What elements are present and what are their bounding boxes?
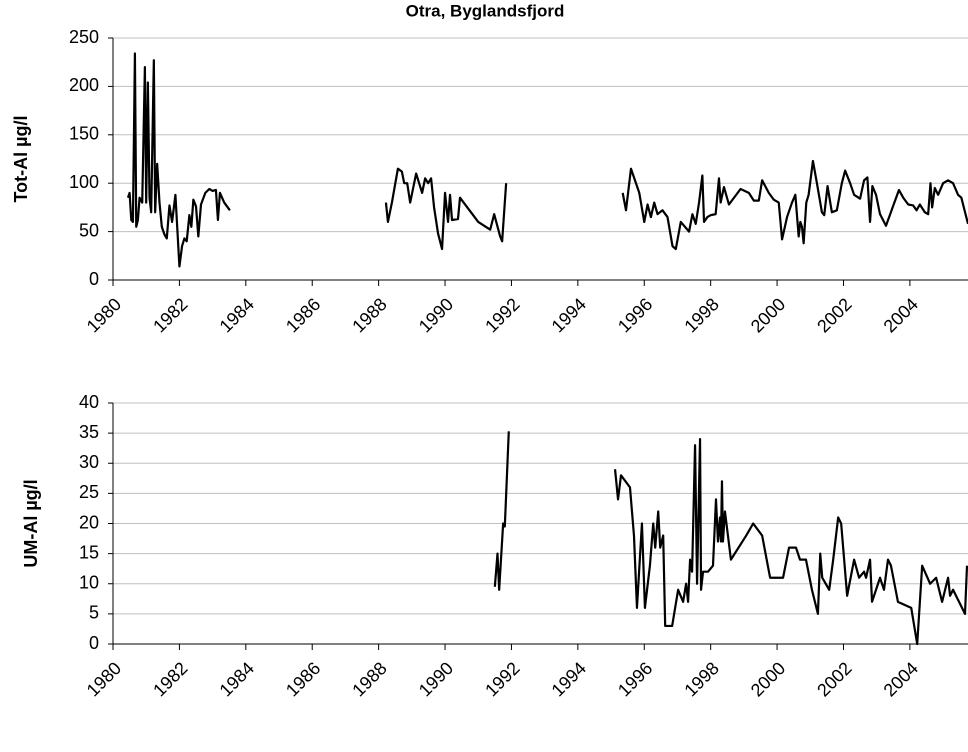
x-tick-label: 1992 (481, 658, 523, 700)
y-tick-label: 150 (69, 124, 99, 144)
x-tick-label: 1982 (149, 294, 191, 336)
y-axis-title: UM-Al µg/l (21, 479, 41, 567)
x-tick-label: 1980 (83, 658, 125, 700)
x-tick-label: 1994 (548, 658, 590, 700)
chart-title: Otra, Byglandsfjord (406, 1, 565, 20)
y-tick-label: 15 (79, 542, 99, 562)
x-tick-label: 1990 (415, 294, 457, 336)
x-tick-label: 1990 (415, 658, 457, 700)
x-tick-label: 1988 (348, 658, 390, 700)
x-tick-label: 2000 (747, 658, 789, 700)
y-tick-label: 40 (79, 392, 99, 412)
y-tick-label: 250 (69, 27, 99, 47)
y-tick-label: 35 (79, 422, 99, 442)
x-tick-label: 2000 (747, 294, 789, 336)
y-tick-label: 25 (79, 482, 99, 502)
y-tick-label: 100 (69, 172, 99, 192)
x-tick-label: 1980 (83, 294, 125, 336)
x-tick-label: 1984 (216, 294, 258, 336)
x-tick-label: 1998 (680, 658, 722, 700)
x-tick-label: 1996 (614, 658, 656, 700)
x-tick-label: 1988 (348, 294, 390, 336)
y-axis-title: Tot-Al µg/l (11, 115, 31, 202)
x-tick-label: 1984 (216, 658, 258, 700)
y-tick-label: 5 (89, 603, 99, 623)
x-tick-label: 1994 (548, 294, 590, 336)
x-tick-label: 1998 (680, 294, 722, 336)
x-tick-label: 2004 (880, 294, 922, 336)
data-line (126, 52, 968, 268)
x-tick-label: 1996 (614, 294, 656, 336)
y-tick-label: 50 (79, 220, 99, 240)
x-tick-label: 1982 (149, 658, 191, 700)
y-tick-label: 30 (79, 452, 99, 472)
y-tick-label: 20 (79, 512, 99, 532)
x-tick-label: 2002 (813, 294, 855, 336)
data-line (493, 431, 968, 646)
y-tick-label: 200 (69, 75, 99, 95)
x-tick-label: 1986 (282, 658, 324, 700)
x-tick-label: 1986 (282, 294, 324, 336)
y-tick-label: 10 (79, 573, 99, 593)
x-tick-label: 1992 (481, 294, 523, 336)
x-tick-label: 2004 (880, 658, 922, 700)
x-tick-label: 2002 (813, 658, 855, 700)
y-tick-label: 0 (89, 269, 99, 289)
y-tick-label: 0 (89, 633, 99, 653)
